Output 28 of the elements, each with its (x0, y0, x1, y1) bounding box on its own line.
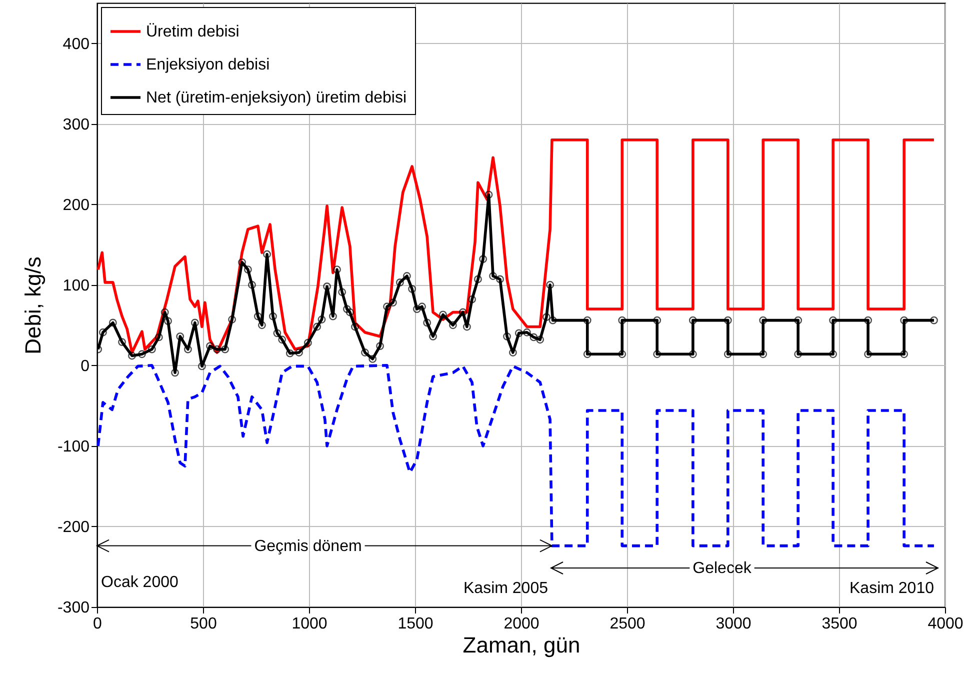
y-tick-label: 400 (62, 36, 90, 53)
x-tick-label: 3000 (716, 616, 752, 632)
y-tick-label: -100 (57, 438, 90, 456)
y-tick-label: -200 (57, 518, 90, 536)
y-axis-title: Debi, kg/s (20, 256, 46, 354)
annotation: Gelecek (692, 560, 752, 577)
annotation: Geçmis dönem (254, 538, 362, 555)
x-tick-label: 2500 (610, 616, 646, 632)
legend-label: Enjeksiyon debisi (146, 56, 270, 74)
x-tick-label: 1500 (398, 616, 434, 632)
x-tick-label: 500 (190, 616, 217, 632)
legend-label: Net (üretim-enjeksiyon) üretim debisi (146, 90, 407, 106)
x-tick-label: 0 (93, 616, 102, 632)
line-series (97, 138, 936, 354)
x-tick-label: 4000 (928, 616, 964, 632)
y-tick-label: -300 (57, 600, 90, 616)
legend-label: Üretim debisi (146, 22, 240, 40)
annotation: Kasim 2005 (464, 580, 548, 597)
x-tick-label: 2000 (504, 616, 540, 632)
annotation: Kasim 2010 (850, 580, 934, 597)
y-tick-label: 300 (62, 116, 90, 134)
y-tick-label: 0 (80, 358, 90, 375)
annotation: Ocak 2000 (101, 574, 178, 591)
x-tick-label: 1000 (292, 616, 328, 632)
x-axis-title: Zaman, gün (462, 632, 580, 658)
x-tick-label: 3500 (822, 616, 858, 632)
y-tick-label: 100 (62, 277, 90, 294)
y-tick-label: 200 (62, 196, 90, 214)
